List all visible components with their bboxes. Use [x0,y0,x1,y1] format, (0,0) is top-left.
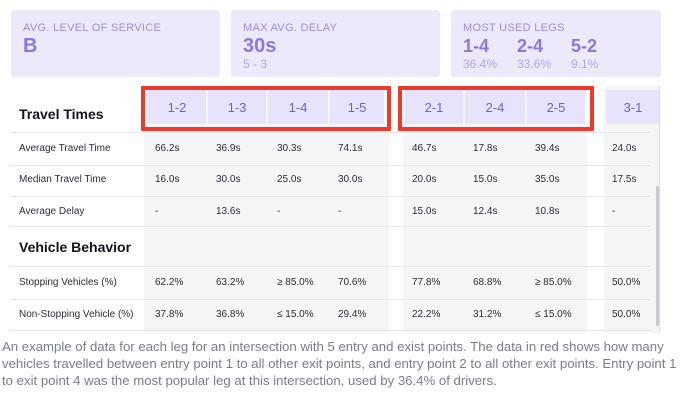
table-cell: 36.8% [216,309,245,320]
vertical-scrollbar[interactable] [656,186,659,326]
avg-los-value: B [23,35,38,57]
table-cell: 16.0s [155,174,180,185]
column-header-3-1[interactable]: 3-1 [606,90,660,124]
table-cell: 39.4s [535,143,560,154]
table-cell: 24.0s [612,143,637,154]
max-delay-value: 30s [243,35,277,57]
table-cell: 68.8% [473,277,502,288]
row-label-non-stopping-vehicle: Non-Stopping Vehicle (%) [19,309,134,320]
row-label-median-travel-time: Median Travel Time [19,174,107,185]
table-cell: - [612,206,616,217]
table-cell: ≤ 15.0% [277,309,314,320]
table-cell: 10.8s [535,206,560,217]
table-cell: 46.7s [412,143,437,154]
row-divider [10,196,650,197]
most-used-leg-pct: 36.4% [463,57,498,71]
table-cell: 62.2% [155,277,184,288]
table-cell: 66.2s [155,143,180,154]
column-header-2-4[interactable]: 2-4 [465,90,525,124]
column-header-1-2[interactable]: 1-2 [148,90,206,124]
most-used-legs-list: 1-4 36.4% 2-4 33.6% 5-2 9.1% [463,34,649,71]
most-used-leg: 1-4 36.4% [463,34,517,71]
table-cell: - [338,206,342,217]
section-title-travel-times: Travel Times [19,106,104,122]
most-used-leg-name: 1-4 [463,36,490,56]
most-used-legs-label: MOST USED LEGS [463,22,565,34]
table-cell: ≤ 15.0% [535,309,572,320]
table-cell: 30.0s [216,174,241,185]
highlight-entry-2-box [398,86,594,131]
table-cell: 31.2% [473,309,502,320]
table-cell: 35.0s [535,174,560,185]
table-cell: 70.6% [338,277,367,288]
table-cell: 20.0s [412,174,437,185]
most-used-leg: 5-2 9.1% [571,34,625,71]
column-header-1-3[interactable]: 1-3 [208,90,266,124]
highlight-entry-1-box [141,86,391,131]
table-cell: 63.2% [216,277,245,288]
table-cell: ≥ 85.0% [277,277,314,288]
table-cell: 36.9s [216,143,241,154]
table-cell: 29.4% [338,309,367,320]
most-used-leg-name: 2-4 [517,36,544,56]
max-delay-label: MAX AVG. DELAY [243,22,338,34]
row-label-average-delay: Average Delay [19,206,85,217]
row-divider [10,266,650,267]
most-used-leg-name: 5-2 [571,36,598,56]
scroll-edge [659,86,660,333]
table-cell: 50.0% [612,277,641,288]
table-cell: 30.0s [338,174,363,185]
row-divider [10,299,650,300]
column-header-1-4[interactable]: 1-4 [268,90,328,124]
row-divider [10,165,650,166]
table-cell: 12.4s [473,206,498,217]
table-cell: 30.3s [277,143,302,154]
column-header-2-1[interactable]: 2-1 [405,90,463,124]
table-cell: 15.0s [473,174,498,185]
row-divider [10,226,650,227]
row-divider [10,132,650,133]
most-used-legs-card: MOST USED LEGS 1-4 36.4% 2-4 33.6% 5-2 9… [451,10,661,77]
row-label-average-travel-time: Average Travel Time [19,143,111,154]
avg-los-card: AVG. LEVEL OF SERVICE B [11,10,220,77]
max-delay-card: MAX AVG. DELAY 30s 5 - 3 [231,10,440,77]
max-delay-leg: 5 - 3 [243,57,268,71]
table-cell: 25.0s [277,174,302,185]
most-used-leg: 2-4 33.6% [517,34,571,71]
table-cell: ≥ 85.0% [535,277,572,288]
leg-data-table: 1-2 1-3 1-4 1-5 2-1 2-4 2-5 3-1 Travel T… [0,86,686,333]
row-divider [10,330,650,331]
table-cell: 13.6s [216,206,241,217]
column-header-2-5[interactable]: 2-5 [527,90,585,124]
row-label-stopping-vehicles: Stopping Vehicles (%) [19,277,117,288]
table-cell: 22.2% [412,309,441,320]
column-band-entry-3 [604,86,660,333]
figure-caption: An example of data for each leg for an i… [2,339,677,388]
column-header-1-5[interactable]: 1-5 [330,90,384,124]
table-cell: 17.8s [473,143,498,154]
table-cell: 15.0s [412,206,437,217]
avg-los-label: AVG. LEVEL OF SERVICE [23,22,162,34]
table-cell: - [277,206,281,217]
table-cell: 37.8% [155,309,184,320]
most-used-leg-pct: 9.1% [571,57,599,71]
table-cell: - [155,206,159,217]
table-cell: 50.0% [612,309,641,320]
table-cell: 17.5s [612,174,637,185]
section-title-vehicle-behavior: Vehicle Behavior [19,239,132,255]
table-cell: 74.1s [338,143,363,154]
most-used-leg-pct: 33.6% [517,57,552,71]
table-cell: 77.8% [412,277,441,288]
